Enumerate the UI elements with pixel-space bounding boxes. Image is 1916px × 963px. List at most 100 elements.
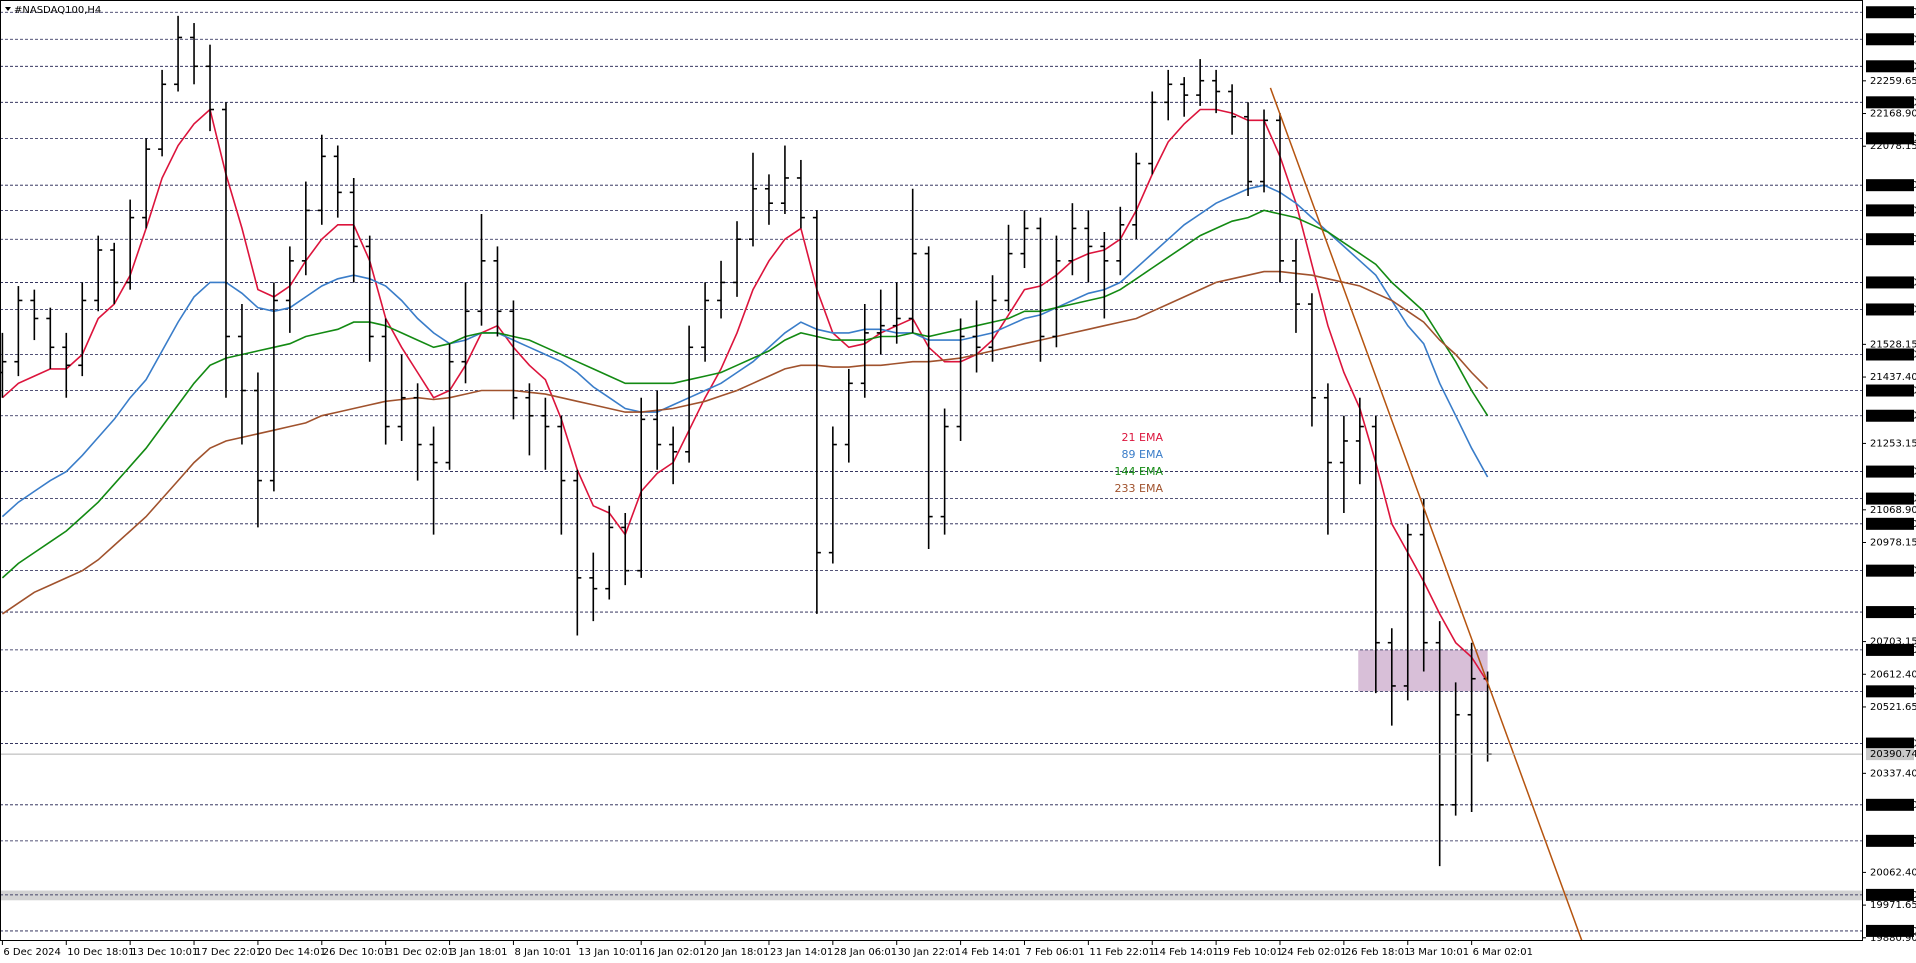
level-label-box [1866, 834, 1914, 847]
level-label-box [1866, 564, 1914, 577]
y-tick-label: 22078.15 [1870, 141, 1916, 152]
x-tick-label: 7 Feb 06:01 [1025, 947, 1084, 958]
level-label: 22200.00 [1870, 97, 1916, 108]
x-tick-label: 20 Jan 18:01 [706, 947, 769, 958]
x-tick-label: 11 Feb 22:01 [1089, 947, 1155, 958]
level-label-box [1866, 179, 1914, 192]
legend-entry: 144 EMA [1115, 465, 1164, 478]
current-price-label: 20390.74 [1870, 749, 1916, 760]
level-label-box [1866, 685, 1914, 698]
level-label: 21820.00 [1870, 234, 1916, 245]
level-label-box [1866, 60, 1914, 73]
y-tick-label: 21068.90 [1870, 505, 1916, 516]
level-label-box [1866, 276, 1914, 289]
ema-line [1, 270, 1489, 615]
y-tick-label: 19880.90 [1870, 933, 1916, 944]
x-tick-label: 19 Feb 10:01 [1217, 947, 1283, 958]
y-tick-label: 22168.90 [1870, 109, 1916, 120]
legend-entry: 21 EMA [1122, 431, 1164, 444]
level-label: 21500.00 [1870, 349, 1916, 360]
y-tick-label: 20062.40 [1870, 867, 1916, 878]
level-label-box [1866, 348, 1914, 361]
level-label-box [1866, 384, 1914, 397]
level-label: 20900.00 [1870, 566, 1916, 577]
menu-triangle[interactable] [5, 7, 11, 11]
level-label-box [1866, 643, 1914, 656]
level-label: 21700.00 [1870, 277, 1916, 288]
legend-entry: 89 EMA [1122, 448, 1164, 461]
ema-line [1, 108, 1489, 683]
y-tick-label: 21528.15 [1870, 339, 1916, 350]
level-label: 22100.00 [1870, 133, 1916, 144]
level-label: 21330.00 [1870, 411, 1916, 422]
level-label: 21900.00 [1870, 205, 1916, 216]
x-tick-label: 30 Jan 22:01 [898, 947, 961, 958]
current-price-box [1866, 748, 1914, 761]
x-tick-label: 13 Dec 10:01 [131, 947, 198, 958]
price-axis: 22259.65 22168.90 22078.15 21528.15 21437.40… [1863, 6, 1916, 944]
x-tick-label: 20 Dec 14:01 [259, 947, 326, 958]
level-label: 21625.00 [1870, 304, 1916, 315]
y-tick-label: 20337.40 [1870, 768, 1916, 779]
level-label-box [1866, 132, 1914, 145]
y-tick-label: 20703.15 [1870, 637, 1916, 648]
y-tick-label: 20521.65 [1870, 702, 1916, 713]
y-tick-label: 21253.15 [1870, 438, 1916, 449]
x-tick-label: 3 Jan 18:01 [451, 947, 508, 958]
level-label: 21970.00 [1870, 180, 1916, 191]
level-label: 20420.00 [1870, 739, 1916, 750]
ema-line [1, 184, 1489, 518]
x-tick-label: 24 Feb 02:01 [1281, 947, 1347, 958]
x-tick-label: 4 Feb 14:01 [962, 947, 1021, 958]
level-label-box [1866, 924, 1914, 937]
level-label-box [1866, 737, 1914, 750]
x-tick-label: 26 Dec 10:01 [323, 947, 390, 958]
level-label-box [1866, 6, 1914, 19]
level-label-box [1866, 465, 1914, 478]
level-label-box [1866, 204, 1914, 217]
x-tick-label: 17 Dec 22:01 [195, 947, 262, 958]
x-tick-label: 3 Mar 10:01 [1409, 947, 1469, 958]
level-label: 21100.00 [1870, 494, 1916, 505]
level-label: 22450.00 [1870, 7, 1916, 18]
level-label-box [1866, 33, 1914, 46]
level-label-box [1866, 492, 1914, 505]
x-tick-label: 26 Feb 18:01 [1345, 947, 1411, 958]
level-label: 20150.00 [1870, 836, 1916, 847]
x-tick-label: 16 Jan 02:01 [642, 947, 705, 958]
plot-frame [0, 0, 1863, 941]
ema-line [1, 209, 1489, 579]
level-label: 22375.00 [1870, 34, 1916, 45]
level-label-box [1866, 233, 1914, 246]
y-tick-label: 19971.65 [1870, 900, 1916, 911]
y-tick-label: 22259.65 [1870, 76, 1916, 87]
x-tick-label: 14 Feb 14:01 [1153, 947, 1219, 958]
x-tick-label: 10 Dec 18:01 [67, 947, 134, 958]
x-tick-label: 8 Jan 10:01 [514, 947, 571, 958]
y-tick-label: 20978.15 [1870, 537, 1916, 548]
x-tick-label: 23 Jan 14:01 [770, 947, 833, 958]
level-label: 21400.00 [1870, 386, 1916, 397]
level-label-box [1866, 606, 1914, 619]
level-label-box [1866, 798, 1914, 811]
legend-entry: 233 EMA [1115, 482, 1164, 495]
trend-line [1269, 87, 1583, 941]
level-label: 20000.00 [1870, 890, 1916, 901]
level-label: 20680.00 [1870, 645, 1916, 656]
level-label: 20565.00 [1870, 686, 1916, 697]
level-label: 20785.00 [1870, 607, 1916, 618]
level-label: 21175.00 [1870, 467, 1916, 478]
y-tick-label: 21437.40 [1870, 372, 1916, 383]
y-tick-label: 20612.40 [1870, 669, 1916, 680]
x-tick-label: 31 Dec 02:01 [387, 947, 454, 958]
x-tick-label: 6 Mar 02:01 [1473, 947, 1533, 958]
level-label: 20250.00 [1870, 800, 1916, 811]
x-tick-label: 28 Jan 06:01 [834, 947, 897, 958]
plot-area [0, 11, 1863, 941]
x-tick-label: 13 Jan 10:01 [578, 947, 641, 958]
level-label-box [1866, 409, 1914, 422]
level-label-box [1866, 517, 1914, 530]
